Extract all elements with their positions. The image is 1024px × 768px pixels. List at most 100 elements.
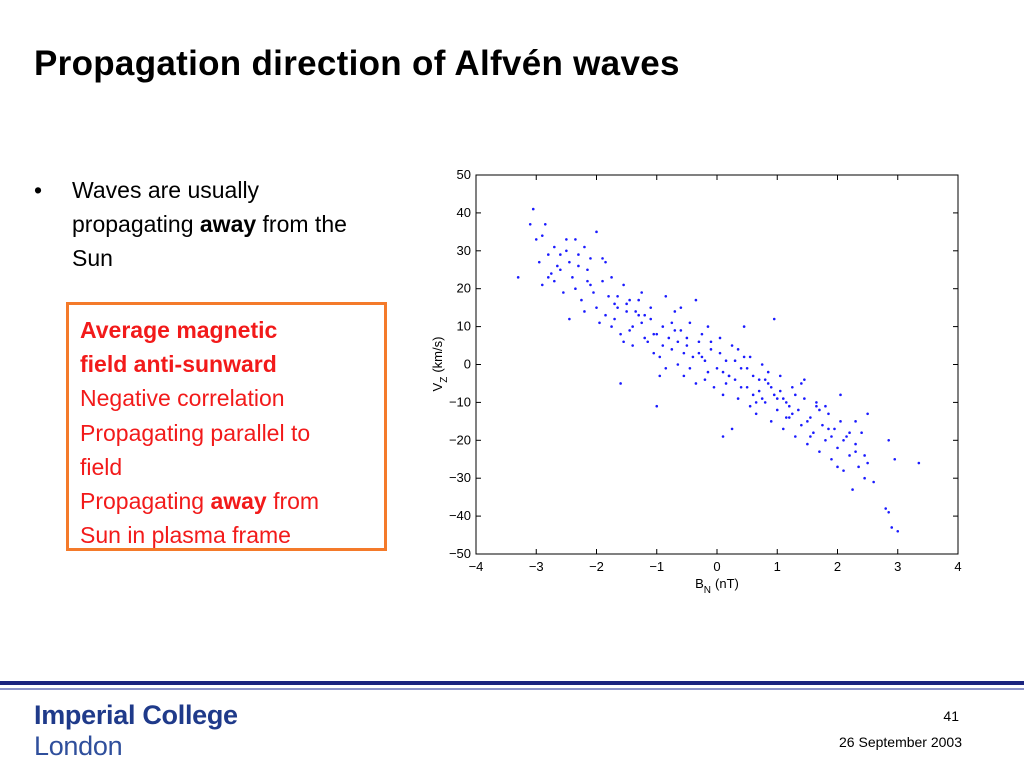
scatter-point <box>766 370 770 374</box>
scatter-point <box>788 404 791 408</box>
scatter-point <box>637 313 640 317</box>
scatter-point <box>580 298 583 302</box>
scatter-points <box>516 207 921 533</box>
scatter-point <box>652 351 656 355</box>
scatter-point <box>742 355 746 359</box>
scatter-point <box>619 332 622 336</box>
scatter-point <box>628 329 631 332</box>
scatter-point <box>884 507 887 510</box>
x-tick-label: 0 <box>713 559 720 574</box>
scatter-point <box>658 355 662 359</box>
scatter-point <box>824 439 827 442</box>
scatter-point <box>700 332 704 336</box>
slide-date: 26 September 2003 <box>839 734 962 750</box>
scatter-point <box>718 351 722 355</box>
scatter-point <box>730 427 734 431</box>
scatter-point <box>646 340 650 344</box>
scatter-point <box>757 378 761 381</box>
scatter-point <box>727 374 731 378</box>
scatter-point <box>595 306 598 309</box>
scatter-point <box>872 480 875 484</box>
scatter-point <box>815 404 818 408</box>
scatter-point <box>679 329 683 332</box>
scatter-point <box>769 420 773 423</box>
scatter-point <box>547 253 550 256</box>
scatter-point <box>830 457 833 461</box>
x-axis-label-unit: (nT) <box>715 576 739 591</box>
scatter-point <box>712 385 716 389</box>
scatter-point <box>562 291 565 294</box>
scatter-point <box>670 348 674 351</box>
scatter-point <box>721 393 725 397</box>
scatter-point <box>803 378 806 381</box>
scatter-point <box>772 317 776 321</box>
x-tick-label: 1 <box>774 559 781 574</box>
scatter-point <box>794 435 797 438</box>
scatter-point <box>637 298 640 302</box>
scatter-point <box>890 526 894 529</box>
scatter-point <box>565 249 568 253</box>
scatter-point <box>794 393 797 397</box>
scatter-point <box>917 461 921 465</box>
scatter-point <box>625 302 628 306</box>
scatter-point <box>640 321 643 325</box>
scatter-point <box>700 355 704 359</box>
y-tick-label: 30 <box>457 243 471 258</box>
scatter-point <box>516 276 520 279</box>
scatter-point <box>709 348 713 351</box>
scatter-point <box>559 253 562 256</box>
scatter-point <box>854 442 857 446</box>
scatter-point <box>649 306 653 309</box>
scatter-point <box>851 488 854 491</box>
scatter-point <box>751 374 755 378</box>
scatter-point <box>559 268 562 272</box>
scatter-point <box>622 340 625 344</box>
scatter-point <box>754 401 758 404</box>
y-axis-label-sub: Z <box>439 377 450 383</box>
footer-rule-thin <box>0 688 1024 690</box>
scatter-point <box>893 457 897 461</box>
scatter-point <box>721 370 725 374</box>
footer-rule <box>0 681 1024 685</box>
scatter-point <box>565 238 568 241</box>
scatter-point <box>543 222 547 226</box>
scatter-point <box>682 374 686 378</box>
scatter-point <box>784 401 788 404</box>
plot-frame <box>475 174 959 555</box>
scatter-point <box>800 423 803 427</box>
scatter-point <box>661 344 665 347</box>
scatter-point <box>553 245 556 249</box>
scatter-point <box>848 431 851 435</box>
scatter-point <box>757 389 761 393</box>
scatter-point <box>830 435 833 438</box>
scatter-point <box>827 412 830 416</box>
scatter-point <box>640 291 643 294</box>
scatter-point <box>781 397 785 400</box>
scatter-point <box>706 370 710 374</box>
scatter-point <box>694 298 698 302</box>
scatter-point <box>613 302 616 306</box>
scatter-point <box>537 260 541 264</box>
y-tick-label: −30 <box>449 470 471 485</box>
scatter-point <box>800 382 803 385</box>
scatter-point <box>809 416 812 419</box>
scatter-point <box>760 397 764 400</box>
scatter-point <box>766 382 770 385</box>
scatter-point <box>643 313 646 317</box>
scatter-point <box>769 385 773 389</box>
scatter-point <box>724 382 728 385</box>
page-number: 41 <box>943 708 959 724</box>
scatter-point <box>784 416 788 419</box>
scatter-point <box>818 450 821 453</box>
scatter-point <box>667 336 671 340</box>
scatter-point <box>791 412 794 416</box>
bullet-text-before: Waves are usually propagating <box>72 177 260 237</box>
scatter-point <box>721 435 725 438</box>
x-axis-label-sub: N <box>704 585 711 596</box>
y-axis-ticks: −50 −40 −30 −20 −10 0 10 20 30 40 50 <box>449 167 958 561</box>
scatter-point <box>598 321 601 325</box>
x-axis-label: BN (nT) <box>695 576 739 596</box>
scatter-point <box>610 276 613 279</box>
scatter-point <box>534 238 538 241</box>
